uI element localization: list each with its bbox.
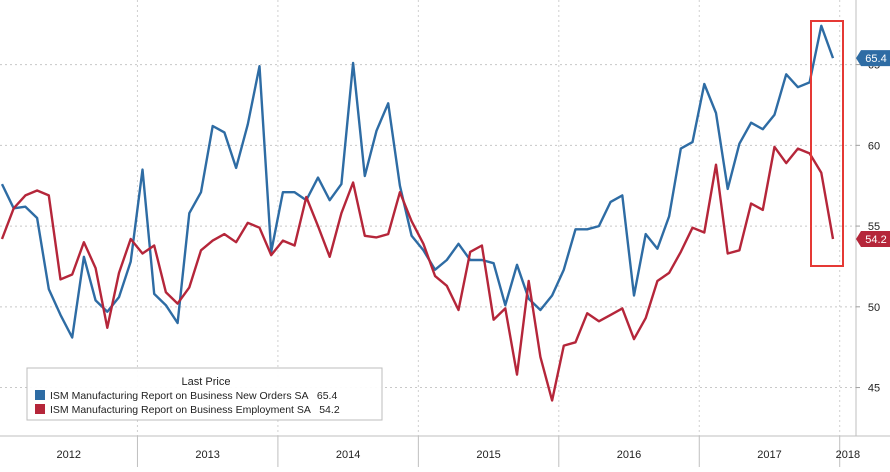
x-tick-label: 2015 [476, 449, 500, 461]
x-tick-label: 2016 [617, 449, 641, 461]
x-axis-labels: 2012 2013 2014 2015 2016 2017 2018 [56, 436, 860, 467]
legend-swatch-employment [35, 404, 45, 414]
legend-series-name: ISM Manufacturing Report on Business New… [50, 390, 309, 402]
legend-label-new-orders: ISM Manufacturing Report on Business New… [50, 390, 337, 402]
last-value-badge [856, 230, 890, 247]
legend-label-employment: ISM Manufacturing Report on Business Emp… [50, 404, 340, 416]
y-tick-label: 60 [868, 140, 880, 152]
legend-swatch-new-orders [35, 390, 45, 400]
plot-area [0, 0, 856, 436]
last-value-label: 65.4 [865, 53, 886, 65]
y-tick-label: 55 [868, 221, 880, 233]
last-value-label: 54.2 [865, 234, 886, 246]
x-tick-label: 2012 [56, 449, 80, 461]
x-tick-label: 2014 [336, 449, 360, 461]
series-line-0 [0, 24, 835, 339]
legend-series-value: 54.2 [319, 404, 340, 416]
legend: Last Price ISM Manufacturing Report on B… [26, 367, 383, 421]
series-lines [0, 24, 835, 402]
x-tick-label: 2013 [195, 449, 219, 461]
last-value-badges: 65.4 54.2 [856, 50, 890, 247]
legend-title: Last Price [182, 376, 231, 388]
legend-series-name: ISM Manufacturing Report on Business Emp… [50, 404, 311, 416]
highlight-box [810, 20, 844, 267]
x-tick-label: 2018 [836, 449, 860, 461]
x-tick-label: 2017 [757, 449, 781, 461]
y-tick-label: 50 [868, 302, 880, 314]
legend-series-value: 65.4 [317, 390, 338, 402]
series-line-1 [0, 145, 835, 402]
y-tick-label: 45 [868, 383, 880, 395]
legend-box [26, 367, 383, 421]
last-value-badge [856, 50, 890, 67]
